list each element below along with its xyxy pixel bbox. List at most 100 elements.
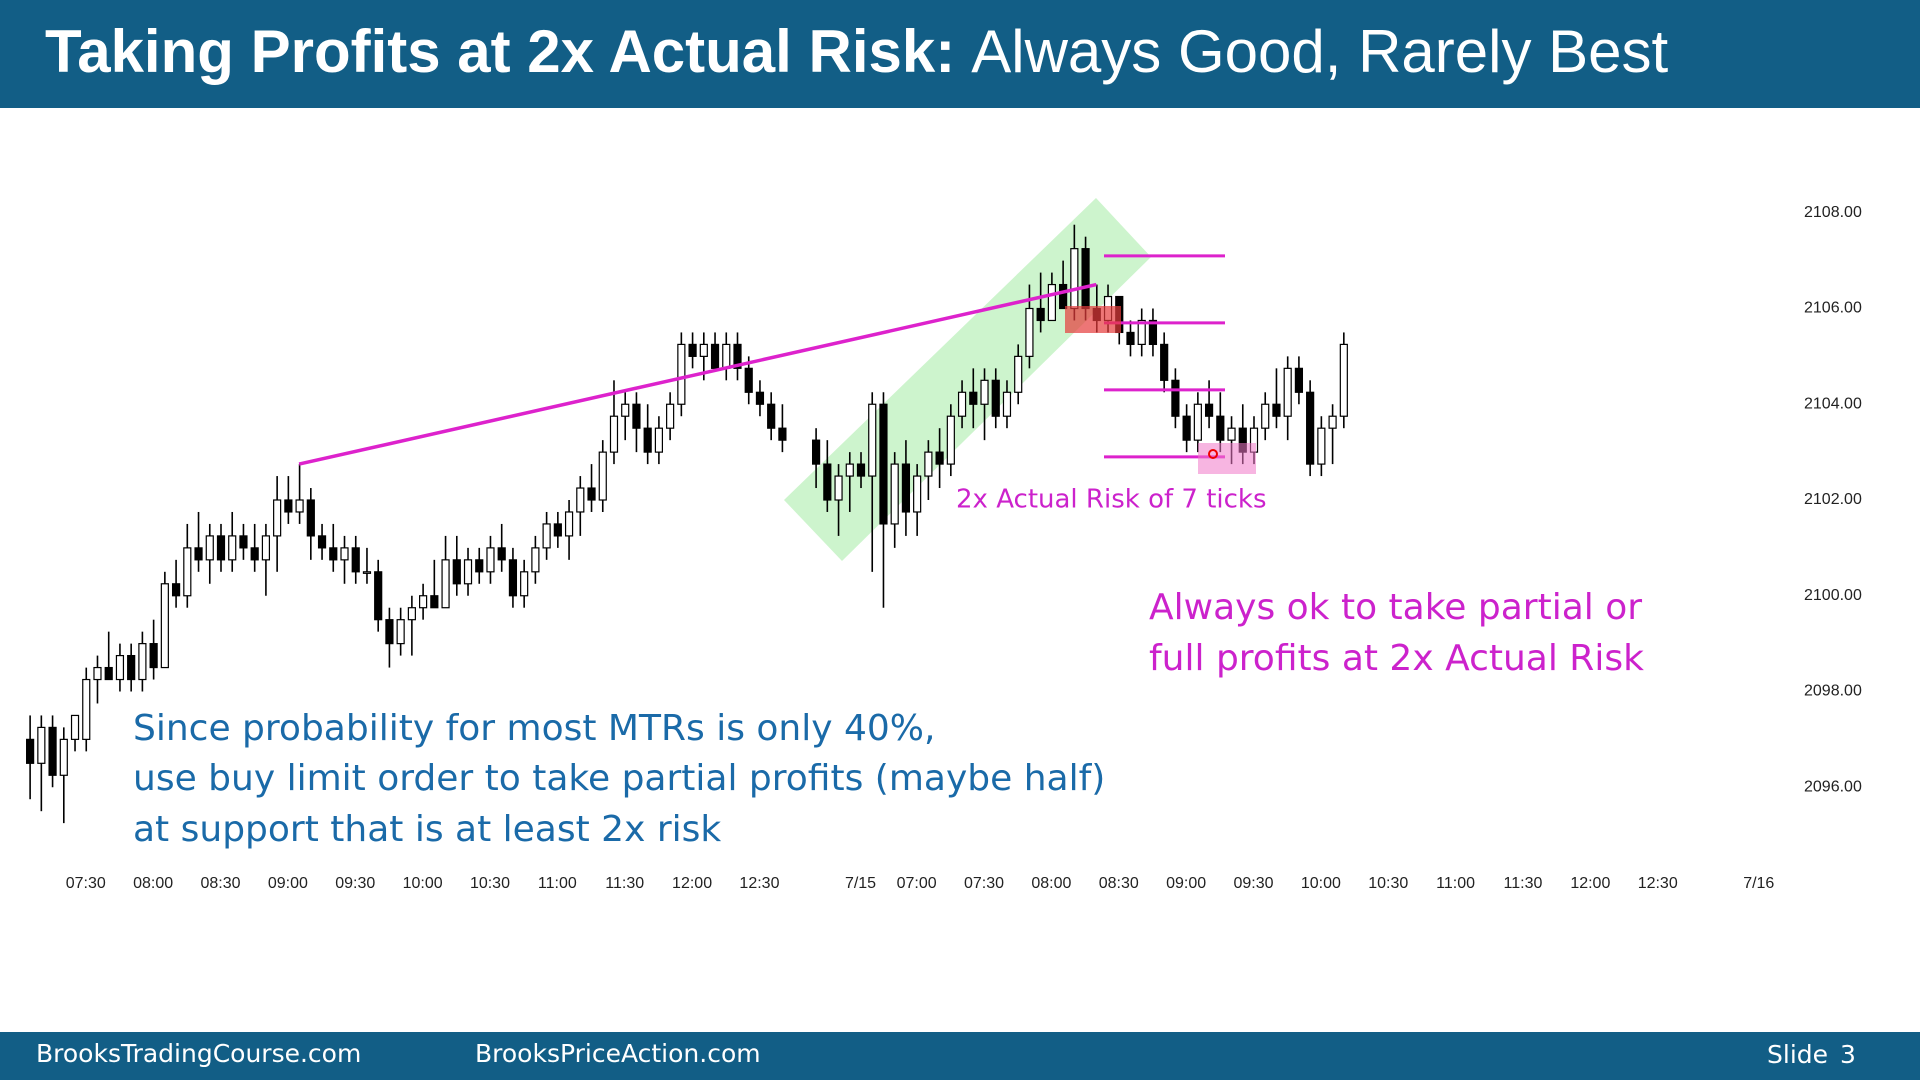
candle-body	[576, 487, 585, 513]
x-tick-label: 10:30	[1368, 875, 1408, 892]
slide-label: Slide	[1767, 1040, 1828, 1069]
candle-body	[1283, 367, 1292, 417]
candle-body	[935, 451, 944, 465]
candle-body	[497, 547, 506, 561]
candle-body	[1182, 415, 1191, 441]
x-tick-label: 08:00	[133, 875, 173, 892]
candle-body	[1306, 391, 1315, 465]
x-tick-label: 7/16	[1743, 875, 1774, 892]
candle-body	[486, 547, 495, 573]
candle-body	[362, 571, 372, 574]
candle-body	[48, 726, 57, 776]
y-tick-label: 2106.00	[1804, 300, 1862, 317]
candle-body	[194, 547, 203, 561]
candle-body	[980, 379, 989, 405]
footer-bar	[0, 1032, 1920, 1080]
x-tick-label: 08:30	[1099, 875, 1139, 892]
candle-body	[160, 583, 169, 669]
candle-body	[70, 714, 80, 740]
candle-body	[306, 499, 315, 537]
candle-body	[969, 391, 978, 405]
title-bold: Taking Profits at 2x Actual Risk:	[45, 18, 955, 85]
target-dot	[1208, 449, 1218, 459]
x-tick-label: 11:30	[605, 875, 644, 892]
title: Taking Profits at 2x Actual Risk: Always …	[45, 18, 1669, 85]
left-note: use buy limit order to take partial prof…	[133, 758, 1105, 799]
candle-body	[890, 463, 899, 525]
candle-body	[171, 583, 181, 597]
x-tick-label: 08:30	[200, 875, 240, 892]
x-tick-label: 10:00	[1301, 875, 1341, 892]
candle-body	[452, 559, 461, 585]
title-rest: Always Good, Rarely Best	[971, 18, 1668, 85]
candle-body	[643, 427, 652, 453]
candle-body	[239, 535, 248, 549]
footer-left: BrooksTradingCourse.com	[36, 1039, 361, 1068]
candle-body	[520, 571, 529, 597]
candle-body	[1216, 415, 1225, 441]
candle-body	[284, 499, 293, 513]
candle-body	[879, 403, 888, 525]
candle-body	[407, 607, 416, 621]
candle-body	[1002, 391, 1012, 417]
candle-body	[553, 523, 562, 537]
candle-body	[542, 523, 551, 549]
x-tick-label: 10:30	[470, 875, 510, 892]
candle-body	[441, 559, 450, 609]
entry-zone	[1065, 306, 1121, 333]
plot: 2096.00 2098.00 2100.00 2102.00 2104.00 2106.…	[26, 204, 1862, 892]
candle-body	[1148, 319, 1158, 346]
candle-body	[1328, 415, 1337, 429]
x-tick-label: 09:00	[268, 875, 308, 892]
candle-body	[419, 595, 428, 609]
x-tick-label: 12:30	[739, 875, 779, 892]
x-tick-label: 09:00	[1166, 875, 1206, 892]
left-note: at support that is at least 2x risk	[133, 809, 721, 850]
x-tick-label: 7/15	[845, 875, 876, 892]
candle-body	[1261, 403, 1270, 429]
slide-number: Slide 3	[1767, 1040, 1856, 1069]
candle-body	[463, 559, 473, 585]
x-tick-label: 08:00	[1031, 875, 1071, 892]
y-tick-label: 2108.00	[1804, 204, 1862, 221]
candle-body	[295, 499, 304, 513]
candle-body	[755, 391, 765, 405]
candle-body	[722, 343, 731, 369]
candle-body	[149, 643, 158, 669]
candle-body	[924, 451, 933, 477]
candle-body	[811, 439, 821, 465]
candle-body	[1047, 283, 1056, 322]
candle-body	[688, 343, 697, 357]
candle-body	[205, 535, 214, 561]
candle-body	[868, 403, 877, 477]
x-tick-label: 12:30	[1638, 875, 1678, 892]
candle-body	[699, 343, 708, 357]
candle-body	[733, 343, 742, 369]
risk-label: 2x Actual Risk of 7 ticks	[956, 485, 1267, 515]
candle-body	[1294, 367, 1304, 393]
candle-body	[93, 666, 102, 681]
candle-body	[317, 535, 327, 549]
candle-body	[1059, 283, 1068, 310]
candle-body	[1227, 427, 1236, 441]
candle-body	[1317, 427, 1326, 465]
candle-body	[508, 559, 518, 597]
candle-body	[946, 415, 955, 465]
left-note: Since probability for most MTRs is only …	[133, 708, 935, 749]
x-tick-label: 12:00	[672, 875, 712, 892]
x-tick-label: 09:30	[1233, 875, 1273, 892]
candle-body	[1014, 355, 1023, 393]
candle-body	[901, 463, 911, 513]
y-tick-label: 2100.00	[1804, 587, 1862, 604]
candle-body	[475, 559, 484, 573]
x-tick-label: 07:30	[66, 875, 106, 892]
candle-body	[127, 654, 136, 681]
candle-body	[767, 403, 776, 429]
candle-body	[1160, 343, 1169, 381]
candle-body	[82, 678, 91, 740]
candle-body	[677, 343, 686, 405]
candle-body	[632, 403, 641, 429]
candle-body	[621, 403, 630, 417]
candle-body	[778, 427, 787, 441]
